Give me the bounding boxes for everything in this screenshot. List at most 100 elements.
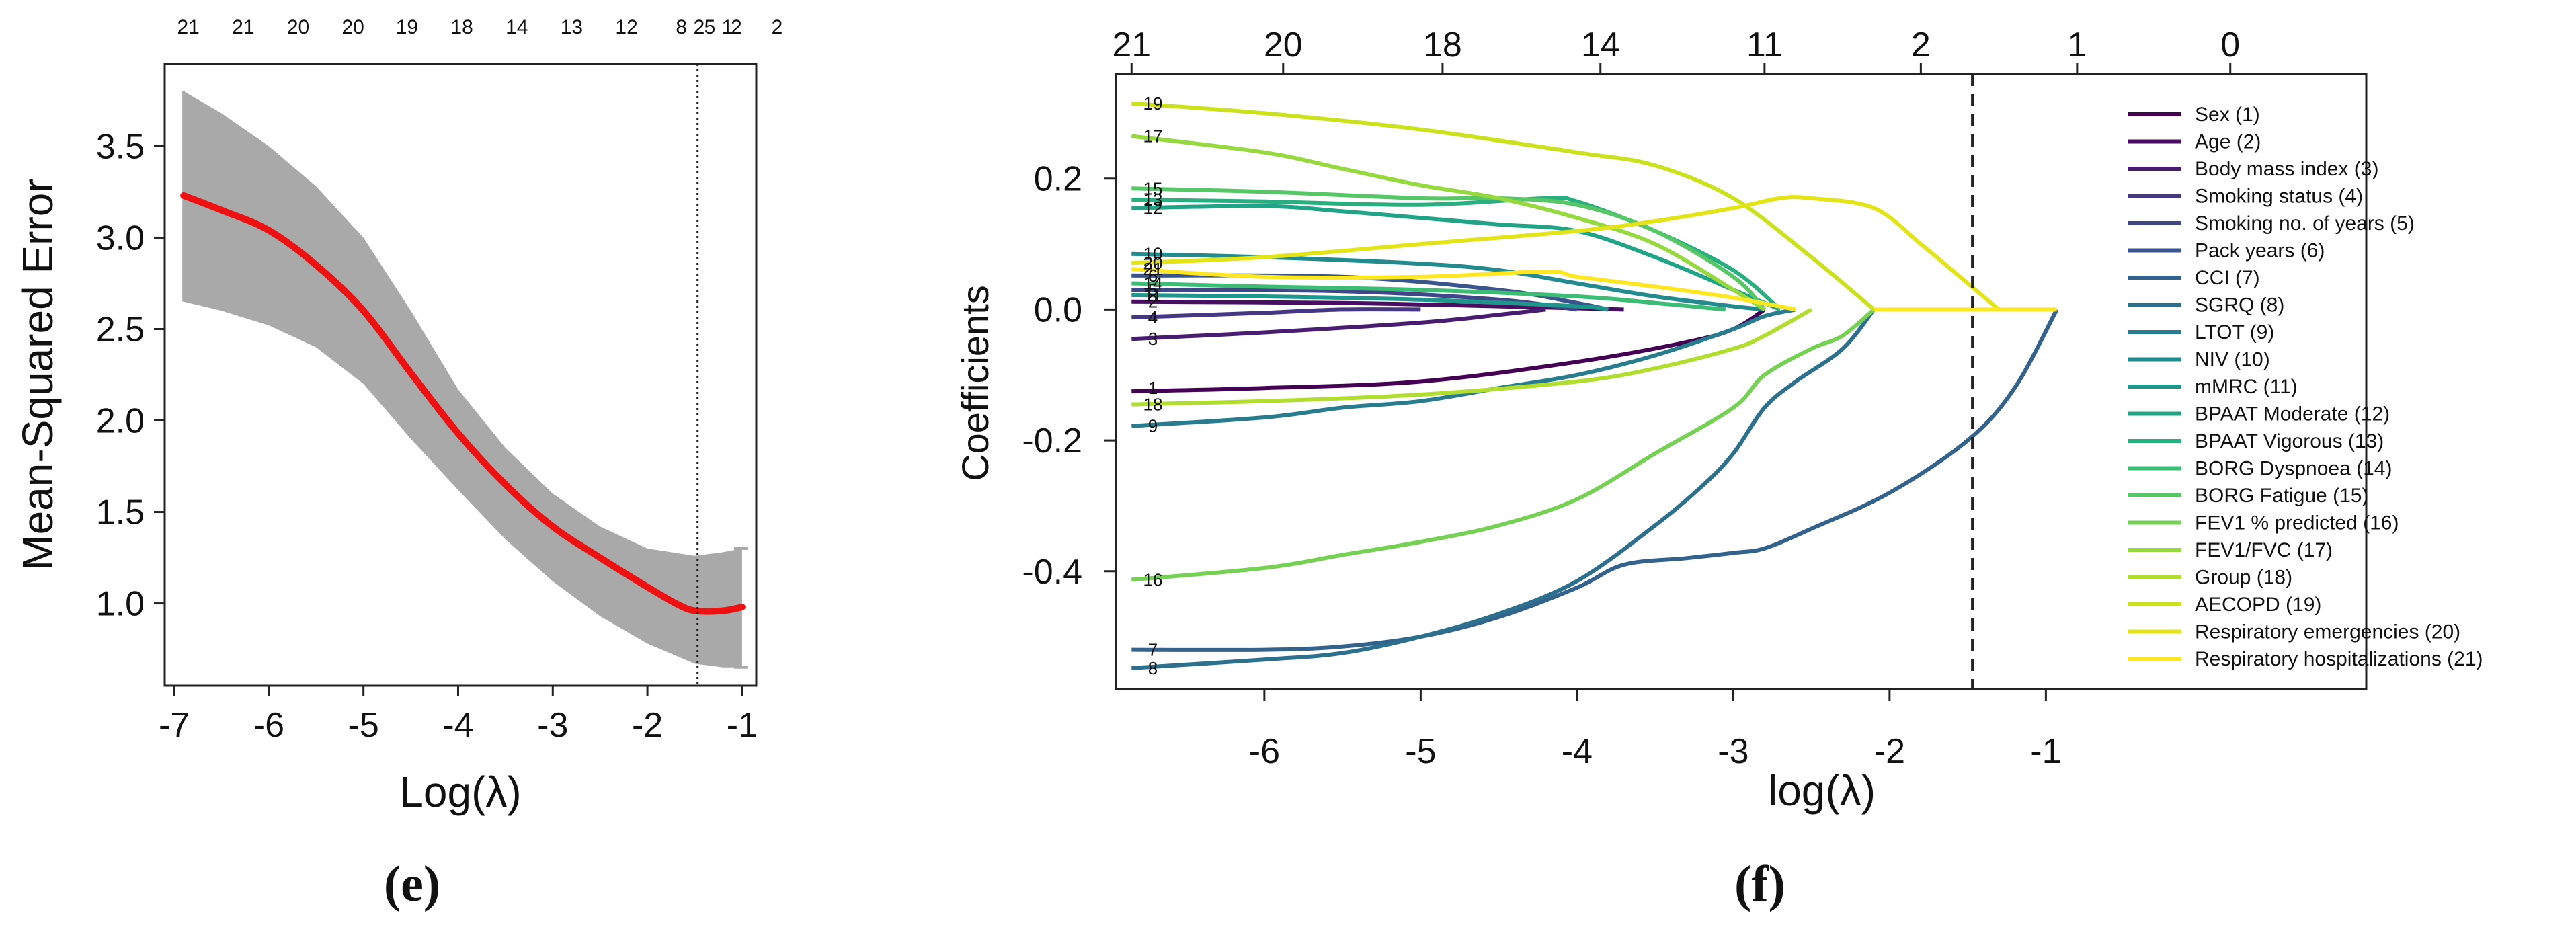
panel-e-x-axis: -7 -6 -5 -4 -3 -2 -1 xyxy=(159,686,758,745)
coef-path xyxy=(1131,307,1546,341)
legend-label: BPAAT Vigorous (13) xyxy=(2195,430,2384,452)
legend-label: NIV (10) xyxy=(2195,349,2270,371)
x-tick-label: -5 xyxy=(348,706,379,745)
coef-path xyxy=(1131,307,1813,407)
legend-label: Body mass index (3) xyxy=(2195,158,2378,180)
coef-path xyxy=(1131,267,1796,312)
y-tick-label: 0.2 xyxy=(1034,160,1082,199)
path-number-label: 11 xyxy=(1144,285,1162,305)
y-tick-label: 0.0 xyxy=(1034,290,1082,329)
panel-e-mean-curve xyxy=(180,192,746,615)
top-count-label: 14 xyxy=(1581,26,1620,65)
top-count-label: 12 xyxy=(615,16,637,38)
top-count-label: 2 xyxy=(694,16,705,38)
coef-path xyxy=(1131,204,1781,312)
top-count-label: 2 xyxy=(1911,26,1931,65)
legend-label: AECOPD (19) xyxy=(2195,594,2321,616)
y-tick-label: 2.5 xyxy=(96,310,145,349)
legend-label: CCI (7) xyxy=(2195,267,2260,289)
panel-e-error-band xyxy=(182,91,748,669)
panel-f-top-axis: 21 20 18 14 11 2 1 0 xyxy=(1112,26,2240,74)
path-number-label: 8 xyxy=(1148,658,1158,678)
path-number-label: 1 xyxy=(1148,378,1158,398)
x-tick-label: -5 xyxy=(1405,732,1436,771)
panel-f-xlabel: log(λ) xyxy=(1768,766,1876,815)
y-tick-label: 3.0 xyxy=(96,218,145,257)
legend-label: Respiratory emergencies (20) xyxy=(2195,621,2460,643)
panel-e-ylabel: Mean-Squared Error xyxy=(13,178,62,570)
x-tick-label: -4 xyxy=(442,706,473,745)
panel-f-y-axis: 0.2 0.0 -0.2 -0.4 xyxy=(1022,160,1116,592)
x-tick-label: -3 xyxy=(1718,732,1748,771)
x-tick-label: -6 xyxy=(253,706,284,745)
legend-label: Smoking status (4) xyxy=(2195,186,2363,208)
panel-e-chart: 21 21 20 20 19 18 14 13 12 8 5 2 22 1 -7 -6 -5 -4 -3 -2 -1 … xyxy=(13,16,782,912)
coef-path xyxy=(1131,308,2059,652)
legend-label: FEV1/FVC (17) xyxy=(2195,539,2333,561)
top-count-label: 11 xyxy=(1746,26,1783,65)
top-count-label: 0 xyxy=(2220,26,2240,65)
coef-path xyxy=(1131,195,1782,311)
top-count-label: 2 xyxy=(772,16,783,38)
top-count-label: 20 xyxy=(1264,26,1303,65)
mean-mse-line xyxy=(180,192,746,615)
path-number-label: 13 xyxy=(1143,190,1163,210)
panel-f-coefficient-paths xyxy=(1131,101,2059,670)
top-count-label: 19 xyxy=(396,16,418,38)
error-band-area xyxy=(184,91,742,668)
coef-path xyxy=(1131,307,1797,428)
legend-label: BORG Fatigue (15) xyxy=(2195,485,2368,507)
y-tick-label: 1.5 xyxy=(96,493,145,532)
y-tick-label: -0.2 xyxy=(1022,421,1082,460)
panel-f-plot-frame xyxy=(1115,73,2368,690)
panel-e-top-axis: 21 21 20 20 19 18 14 13 12 8 5 2 22 1 xyxy=(177,16,783,38)
coef-path xyxy=(1131,308,1876,670)
legend-label: Age (2) xyxy=(2195,131,2261,153)
panel-f-ylabel: Coefficients xyxy=(954,285,996,481)
top-count-label: 21 xyxy=(1112,26,1151,65)
legend-label: FEV1 % predicted (16) xyxy=(2195,512,2399,534)
top-count-label: 2 xyxy=(731,16,742,38)
panel-e-plot-frame xyxy=(163,63,758,687)
panel-e-y-axis: 1.0 1.5 2.0 2.5 3.0 3.5 xyxy=(96,127,165,624)
coef-path xyxy=(1131,134,1766,311)
legend-label: Smoking no. of years (5) xyxy=(2195,212,2415,235)
path-number-label: 12 xyxy=(1143,198,1163,218)
coef-path xyxy=(1131,281,1726,312)
panel-f-chart: 21 20 18 14 11 2 1 0 19171513121020216145112431… xyxy=(954,26,2483,912)
path-number-label: 4 xyxy=(1148,307,1158,327)
legend-label: Respiratory hospitalizations (21) xyxy=(2195,648,2483,670)
path-number-label: 14 xyxy=(1143,273,1163,293)
x-tick-label: -2 xyxy=(632,706,663,745)
coef-path xyxy=(1131,307,1421,320)
top-count-label: 20 xyxy=(287,16,309,38)
coef-path xyxy=(1131,195,2001,311)
legend-label: BORG Dyspnoea (14) xyxy=(2195,458,2392,480)
coef-path xyxy=(1131,101,1876,311)
top-count-label: 14 xyxy=(506,16,528,38)
top-count-label: 18 xyxy=(1423,26,1462,65)
path-number-label: 7 xyxy=(1148,640,1158,660)
top-count-label: 18 xyxy=(450,16,473,38)
top-count-label: 8 xyxy=(676,16,687,38)
path-number-label: 16 xyxy=(1143,569,1163,590)
path-number-label: 21 xyxy=(1143,259,1163,279)
coef-path xyxy=(1131,308,1876,582)
legend-label: Group (18) xyxy=(2195,567,2292,589)
x-tick-label: -3 xyxy=(537,706,568,745)
path-number-label: 20 xyxy=(1143,253,1163,273)
path-number-label: 10 xyxy=(1143,244,1163,264)
top-count-label: 1 xyxy=(722,16,733,38)
x-tick-label: -7 xyxy=(159,706,190,745)
top-count-label: 21 xyxy=(177,16,200,38)
path-number-label: 5 xyxy=(1148,280,1158,300)
panel-e-label: (e) xyxy=(384,856,440,912)
top-count-label: 1 xyxy=(2067,26,2087,65)
legend-label: LTOT (9) xyxy=(2195,321,2274,344)
legend-label: mMRC (11) xyxy=(2195,376,2298,398)
path-number-label: 18 xyxy=(1143,395,1163,415)
panel-f-label: (f) xyxy=(1734,856,1785,912)
x-tick-label: -1 xyxy=(727,706,758,745)
y-tick-label: -0.4 xyxy=(1022,553,1082,592)
